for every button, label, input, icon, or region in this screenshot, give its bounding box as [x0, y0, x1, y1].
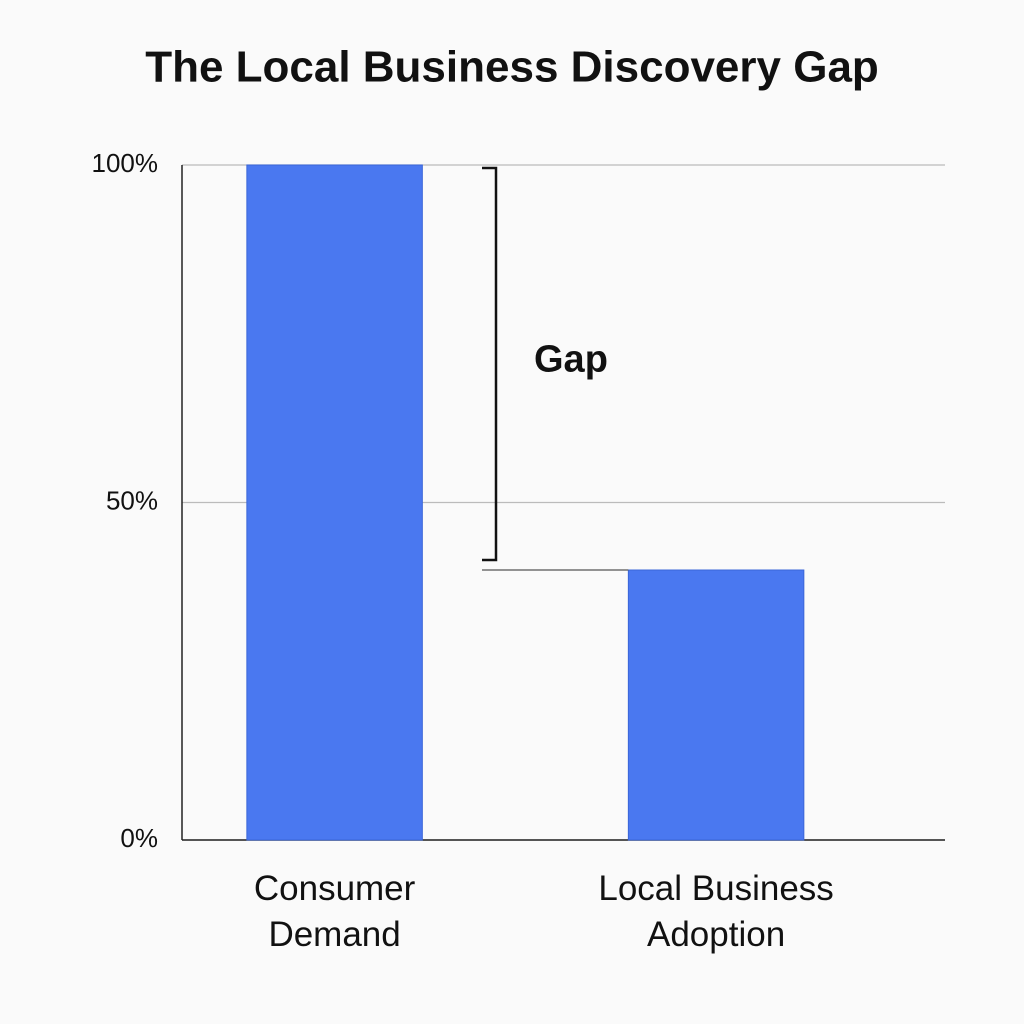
x-tick-label: Local Business Adoption	[598, 869, 834, 954]
chart-title: The Local Business Discovery Gap	[145, 43, 879, 92]
gap-bracket	[482, 166, 498, 562]
y-tick-label: 100%	[92, 148, 159, 178]
bar	[246, 164, 423, 841]
y-tick-label: 0%	[120, 823, 158, 853]
gap-label: Gap	[534, 339, 608, 381]
y-tick-label: 50%	[106, 485, 158, 515]
x-tick-label: Consumer Demand	[253, 869, 416, 954]
bar	[627, 569, 805, 841]
